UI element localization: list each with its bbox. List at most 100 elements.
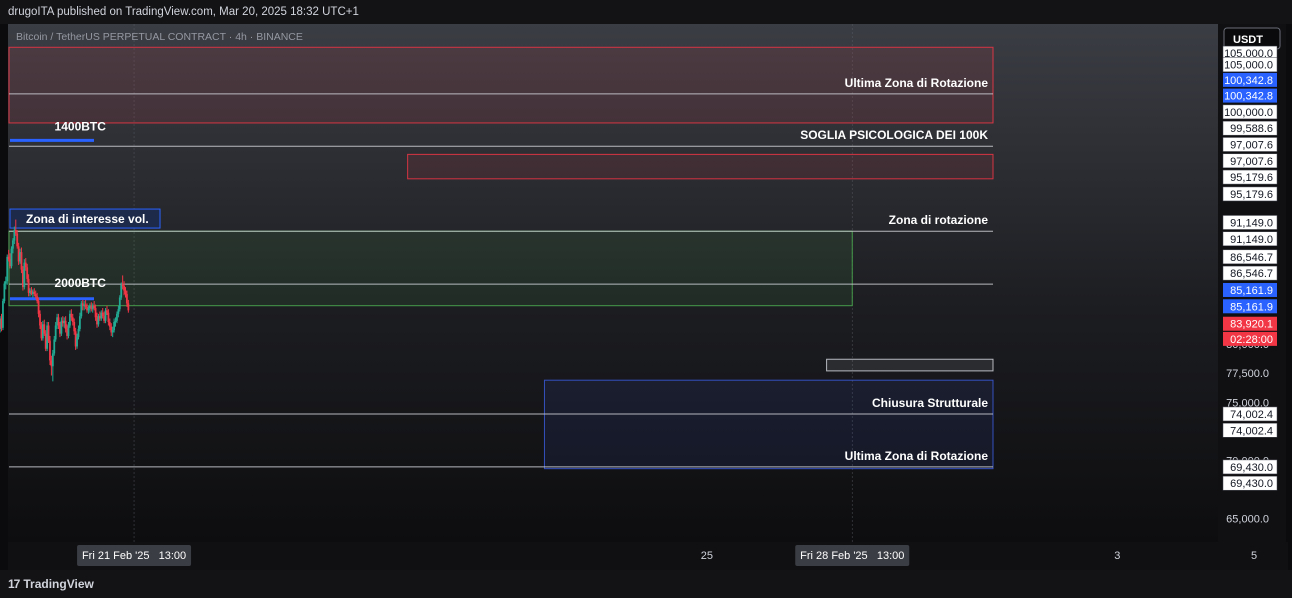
candle-body [6, 256, 9, 282]
price-tag-label: 69,430.0 [1230, 462, 1273, 474]
candle-body [117, 309, 120, 314]
price-tag-box [1222, 249, 1278, 265]
tag-label: 2000BTC [55, 276, 107, 290]
price-tag-box [1222, 153, 1278, 169]
price-tag-box [1222, 459, 1278, 475]
candle-body [51, 353, 54, 367]
footer-bar: 17 TradingView [0, 570, 1292, 598]
candle-body [94, 308, 97, 318]
price-tag-box [1222, 215, 1278, 230]
price-tag-box [1222, 137, 1278, 152]
tag-label: 1400BTC [55, 120, 107, 134]
price-tag-label: 74,002.4 [1230, 425, 1273, 437]
price-tag-box [1222, 265, 1278, 281]
symbol-title: Bitcoin / TetherUS PERPETUAL CONTRACT · … [16, 31, 303, 43]
candle-body [31, 291, 34, 295]
price-tag-label: 100,000.0 [1224, 107, 1273, 119]
candle-body [49, 340, 51, 361]
candle-body [20, 252, 23, 270]
candle-body [120, 284, 123, 298]
price-tag-label: 91,149.0 [1230, 234, 1273, 246]
tag-box [9, 208, 161, 229]
y-tick-label: 77,500.0 [1226, 368, 1269, 380]
price-tag-box [1223, 299, 1277, 314]
candle-body [27, 278, 30, 293]
price-tag-label: 100,342.8 [1224, 75, 1273, 87]
candle-body [26, 267, 29, 279]
candle-body [97, 316, 100, 325]
tradingview-logo[interactable]: 17 TradingView [8, 577, 94, 591]
candle-body [84, 304, 87, 307]
price-tag-box [1222, 104, 1278, 120]
candle-body [104, 310, 107, 321]
candle-body [44, 333, 47, 349]
candle-body [19, 252, 21, 262]
price-tag-label: 100,342.8 [1224, 91, 1273, 103]
candle-body [2, 301, 4, 328]
candle-body [17, 246, 20, 262]
x-tick-label: 25 [701, 550, 713, 562]
candle-body [103, 316, 106, 321]
candle-body [22, 269, 24, 288]
candle-body [126, 294, 128, 304]
candle-body [63, 320, 66, 324]
tag-label: Zona di interesse vol. [26, 212, 149, 226]
candle-body [113, 321, 116, 331]
price-tag-box [1222, 169, 1278, 185]
x-tick-label: Fri 21 Feb '25 13:00 [82, 550, 186, 562]
candle-body [114, 320, 117, 322]
chart-pane-background [8, 24, 1218, 542]
candle-body [80, 303, 83, 317]
candle-body [83, 304, 86, 306]
candle-body [107, 312, 110, 322]
time-axis-background [8, 542, 1288, 570]
candle-body [100, 312, 103, 319]
candle-body [0, 318, 2, 329]
price-tag-label: 105,000.0 [1224, 48, 1273, 60]
candle-body [108, 321, 111, 327]
candle-body [47, 325, 50, 341]
candle-body [10, 248, 13, 267]
candle-body [34, 294, 37, 297]
candle-body [13, 230, 16, 241]
candle-body [41, 324, 44, 339]
candle-body [64, 320, 67, 329]
candle-body [0, 318, 3, 328]
candle-body [101, 312, 104, 317]
candle-body [7, 256, 10, 260]
y-tick-label: 75,000.0 [1226, 397, 1269, 409]
price-tag-box [1222, 406, 1278, 422]
price-tag-label: 105,000.0 [1224, 60, 1273, 72]
price-tag-box [1223, 88, 1277, 103]
price-tag-label: 69,430.0 [1230, 478, 1273, 490]
price-tag-box [1222, 57, 1278, 72]
zone-rectangle [543, 379, 994, 470]
candle-body [116, 313, 118, 321]
candle-body [77, 328, 80, 338]
candle-body [66, 328, 68, 336]
candle-body [54, 325, 57, 340]
time-tag-box [77, 545, 192, 566]
level-label: Ultima Zona di Rotazione [845, 76, 989, 90]
candle-body [29, 290, 31, 293]
candle-body [88, 305, 91, 309]
currency-selector[interactable]: USDT [1223, 27, 1281, 50]
price-tag-label: 97,007.6 [1230, 139, 1273, 151]
candle-body [60, 320, 63, 334]
candle-body [4, 281, 7, 284]
candle-body [12, 240, 14, 249]
candle-body [43, 324, 46, 334]
candle-body [40, 325, 43, 339]
price-tag-box [1222, 423, 1278, 438]
price-tag-label: 95,179.6 [1230, 189, 1273, 201]
candle-body [46, 325, 49, 349]
candle-body [14, 230, 17, 234]
x-tick-label: Fri 28 Feb '25 13:00 [800, 550, 904, 562]
price-tag-box [1223, 331, 1277, 346]
candle-body [110, 326, 113, 333]
candle-body [57, 317, 60, 326]
level-label: Chiusura Strutturale [872, 396, 988, 410]
price-tag-box [1223, 316, 1277, 331]
candle-body [37, 301, 40, 314]
